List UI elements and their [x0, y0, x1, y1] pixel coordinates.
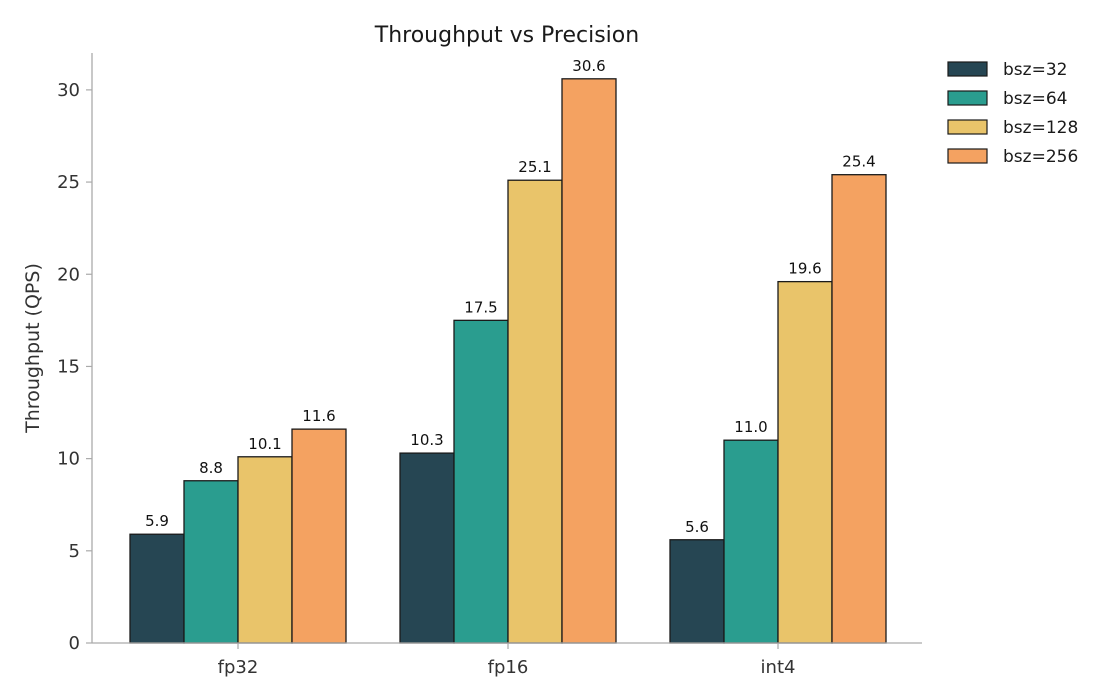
y-tick-label: 20: [57, 264, 80, 285]
bar-fp32-bsz-32: [129, 533, 185, 644]
bar-fp16-bsz-256: [561, 78, 617, 644]
bar-fp16-bsz-32: [399, 452, 455, 644]
legend-swatch: [947, 90, 988, 106]
legend-swatch: [947, 148, 988, 164]
bar-int4-bsz-64: [723, 439, 779, 644]
y-tick-label: 10: [57, 449, 80, 470]
bar-int4-bsz-256: [831, 174, 887, 644]
value-label: 17.5: [464, 298, 497, 316]
bar-fp32-bsz-256: [291, 428, 347, 644]
plot-area: 0 5 10 15 20 25 30 5.9 8.8 10.1 11.6 fp32 10.3 17.5 25…: [57, 53, 922, 678]
y-tick-label: 15: [57, 356, 80, 377]
value-label: 25.4: [842, 153, 875, 171]
y-axis-label: Throughput (QPS): [22, 263, 44, 434]
bar-int4-bsz-128: [777, 280, 833, 644]
value-label: 11.0: [734, 418, 767, 436]
y-tick-label: 25: [57, 172, 80, 193]
bar-fp32-bsz-64: [183, 480, 239, 644]
x-tick-label-int4: int4: [761, 657, 796, 678]
value-label: 5.9: [145, 512, 169, 530]
x-tick-label-fp32: fp32: [218, 657, 259, 678]
bar-int4-bsz-32: [669, 539, 725, 644]
y-tick-label: 5: [69, 541, 80, 562]
value-label: 5.6: [685, 518, 709, 536]
value-label: 30.6: [572, 57, 605, 75]
x-tick-label-fp16: fp16: [488, 657, 529, 678]
bar-fp32-bsz-128: [237, 456, 293, 644]
legend-label: bsz=32: [1003, 60, 1067, 80]
legend-label: bsz=128: [1003, 118, 1078, 138]
legend-swatch: [947, 119, 988, 135]
value-label: 8.8: [199, 459, 223, 477]
legend: bsz=32 bsz=64 bsz=128 bsz=256: [947, 60, 1078, 167]
legend-swatch: [947, 61, 988, 77]
legend-label: bsz=256: [1003, 147, 1078, 167]
bar-fp16-bsz-128: [507, 179, 563, 644]
bar-fp16-bsz-64: [453, 319, 509, 644]
y-tick-label: 0: [69, 633, 80, 654]
value-label: 19.6: [788, 260, 821, 278]
y-tick-label: 30: [57, 80, 80, 101]
value-label: 11.6: [302, 407, 335, 425]
chart-title: Throughput vs Precision: [374, 23, 639, 48]
value-label: 10.1: [248, 435, 281, 453]
legend-label: bsz=64: [1003, 89, 1067, 109]
value-label: 25.1: [518, 158, 551, 176]
value-label: 10.3: [410, 431, 443, 449]
